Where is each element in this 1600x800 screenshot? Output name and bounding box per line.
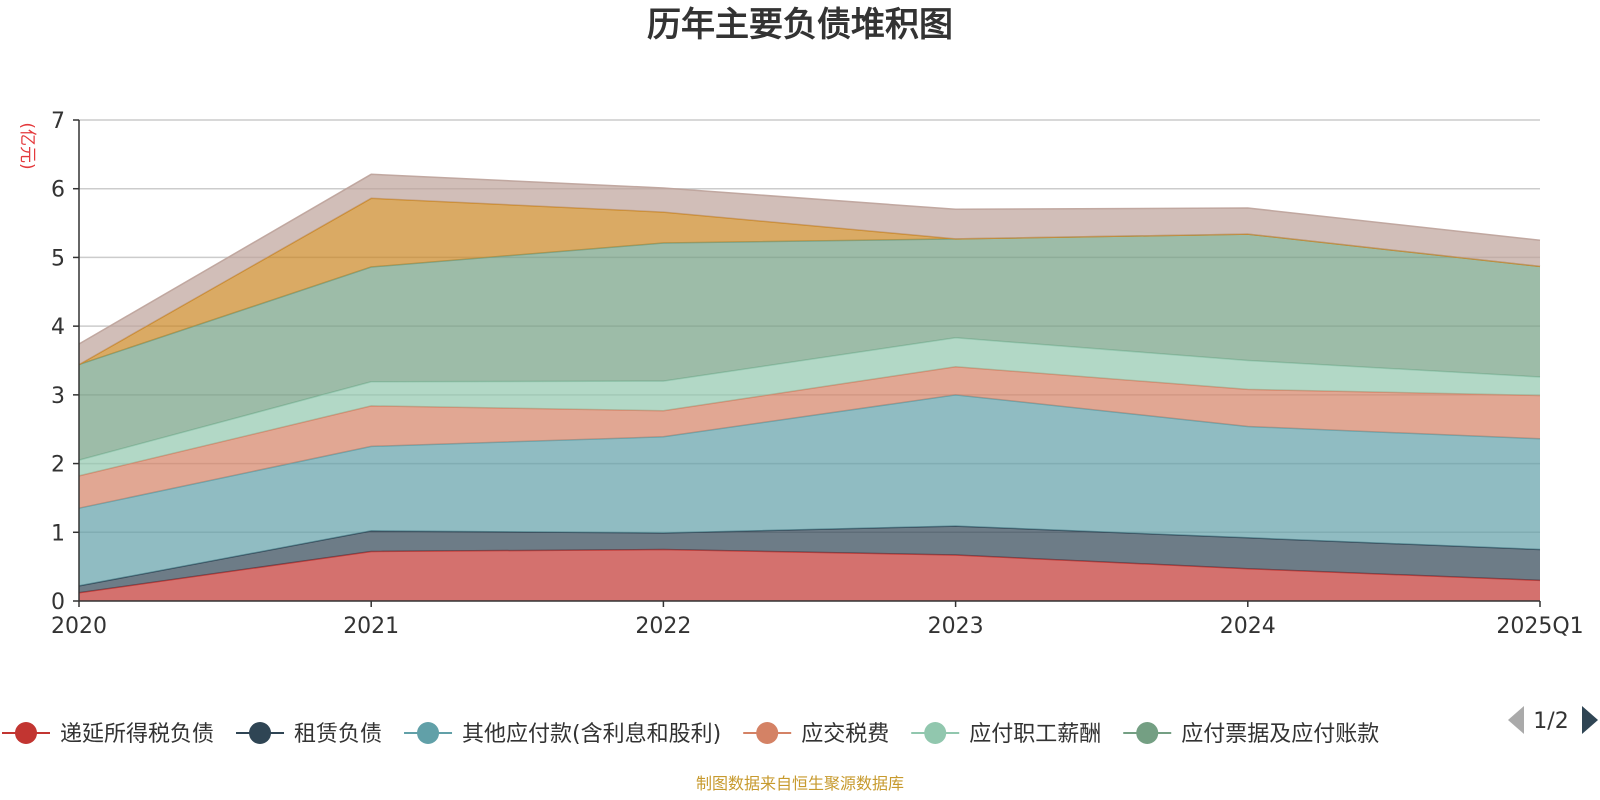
legend-page-indicator: 1/2 bbox=[1533, 709, 1568, 734]
legend-label: 其他应付款(含利息和股利) bbox=[462, 722, 721, 747]
x-tick-label: 2025Q1 bbox=[1496, 614, 1583, 639]
legend-item[interactable]: 应付职工薪酬 bbox=[911, 722, 1101, 747]
series-line bbox=[78, 173, 1541, 345]
axes bbox=[78, 120, 1540, 602]
stacked-areas bbox=[78, 173, 1541, 601]
x-tick-label: 2020 bbox=[51, 614, 107, 639]
x-tick-label: 2023 bbox=[928, 614, 984, 639]
legend-circle-marker bbox=[417, 722, 440, 744]
y-tick-label: 2 bbox=[51, 453, 65, 478]
legend-label: 递延所得税负债 bbox=[60, 722, 214, 747]
series-line bbox=[78, 337, 1541, 461]
series-area bbox=[79, 549, 1540, 601]
series-area bbox=[79, 234, 1540, 461]
x-axis-ticks: 2020 2021 2022 2023 2024 2025Q1 bbox=[51, 601, 1584, 639]
legend-label: 应付职工薪酬 bbox=[969, 722, 1101, 747]
series-area bbox=[79, 198, 1540, 365]
series-area bbox=[79, 174, 1540, 365]
series-area bbox=[79, 337, 1540, 476]
y-tick-label: 7 bbox=[51, 109, 65, 134]
y-tick-label: 0 bbox=[51, 590, 65, 615]
series-area bbox=[79, 526, 1540, 593]
y-tick-label: 1 bbox=[51, 521, 65, 546]
data-source-note: 制图数据来自恒生聚源数据库 bbox=[696, 774, 904, 793]
legend-label: 应付票据及应付账款 bbox=[1181, 722, 1379, 747]
legend-item[interactable]: 递延所得税负债 bbox=[2, 722, 214, 747]
chart-title: 历年主要负债堆积图 bbox=[647, 5, 953, 45]
legend-prev-page-icon[interactable] bbox=[1508, 706, 1524, 734]
legend-item[interactable]: 应付票据及应付账款 bbox=[1123, 722, 1379, 747]
legend-circle-marker bbox=[756, 722, 779, 744]
y-tick-label: 4 bbox=[51, 315, 65, 340]
legend-circle-marker bbox=[924, 722, 947, 744]
legend: 递延所得税负债 租赁负债 其他应付款(含利息和股利) 应交税费 应付职工薪酬 应付票据及应… bbox=[2, 722, 1379, 747]
legend-pager: 1/2 bbox=[1508, 706, 1598, 734]
legend-item[interactable]: 应交税费 bbox=[743, 722, 889, 747]
legend-circle-marker bbox=[1136, 722, 1159, 744]
legend-circle-marker bbox=[15, 722, 37, 744]
legend-next-page-icon[interactable] bbox=[1582, 706, 1598, 734]
series-area bbox=[79, 394, 1540, 586]
y-tick-label: 5 bbox=[51, 246, 65, 271]
x-tick-label: 2022 bbox=[635, 614, 691, 639]
series-area bbox=[79, 366, 1540, 509]
y-axis-ticks: 0 1 2 3 4 5 6 7 bbox=[51, 109, 79, 615]
y-tick-label: 3 bbox=[51, 384, 65, 409]
legend-label: 应交税费 bbox=[801, 722, 889, 747]
x-tick-label: 2024 bbox=[1220, 614, 1276, 639]
legend-label: 租赁负债 bbox=[294, 722, 382, 747]
y-axis-unit-label: (亿元) bbox=[17, 122, 37, 169]
legend-item[interactable]: 租赁负债 bbox=[236, 722, 382, 747]
legend-item[interactable]: 其他应付款(含利息和股利) bbox=[404, 722, 721, 747]
legend-circle-marker bbox=[249, 722, 272, 744]
x-tick-label: 2021 bbox=[343, 614, 399, 639]
y-tick-label: 6 bbox=[51, 178, 65, 203]
